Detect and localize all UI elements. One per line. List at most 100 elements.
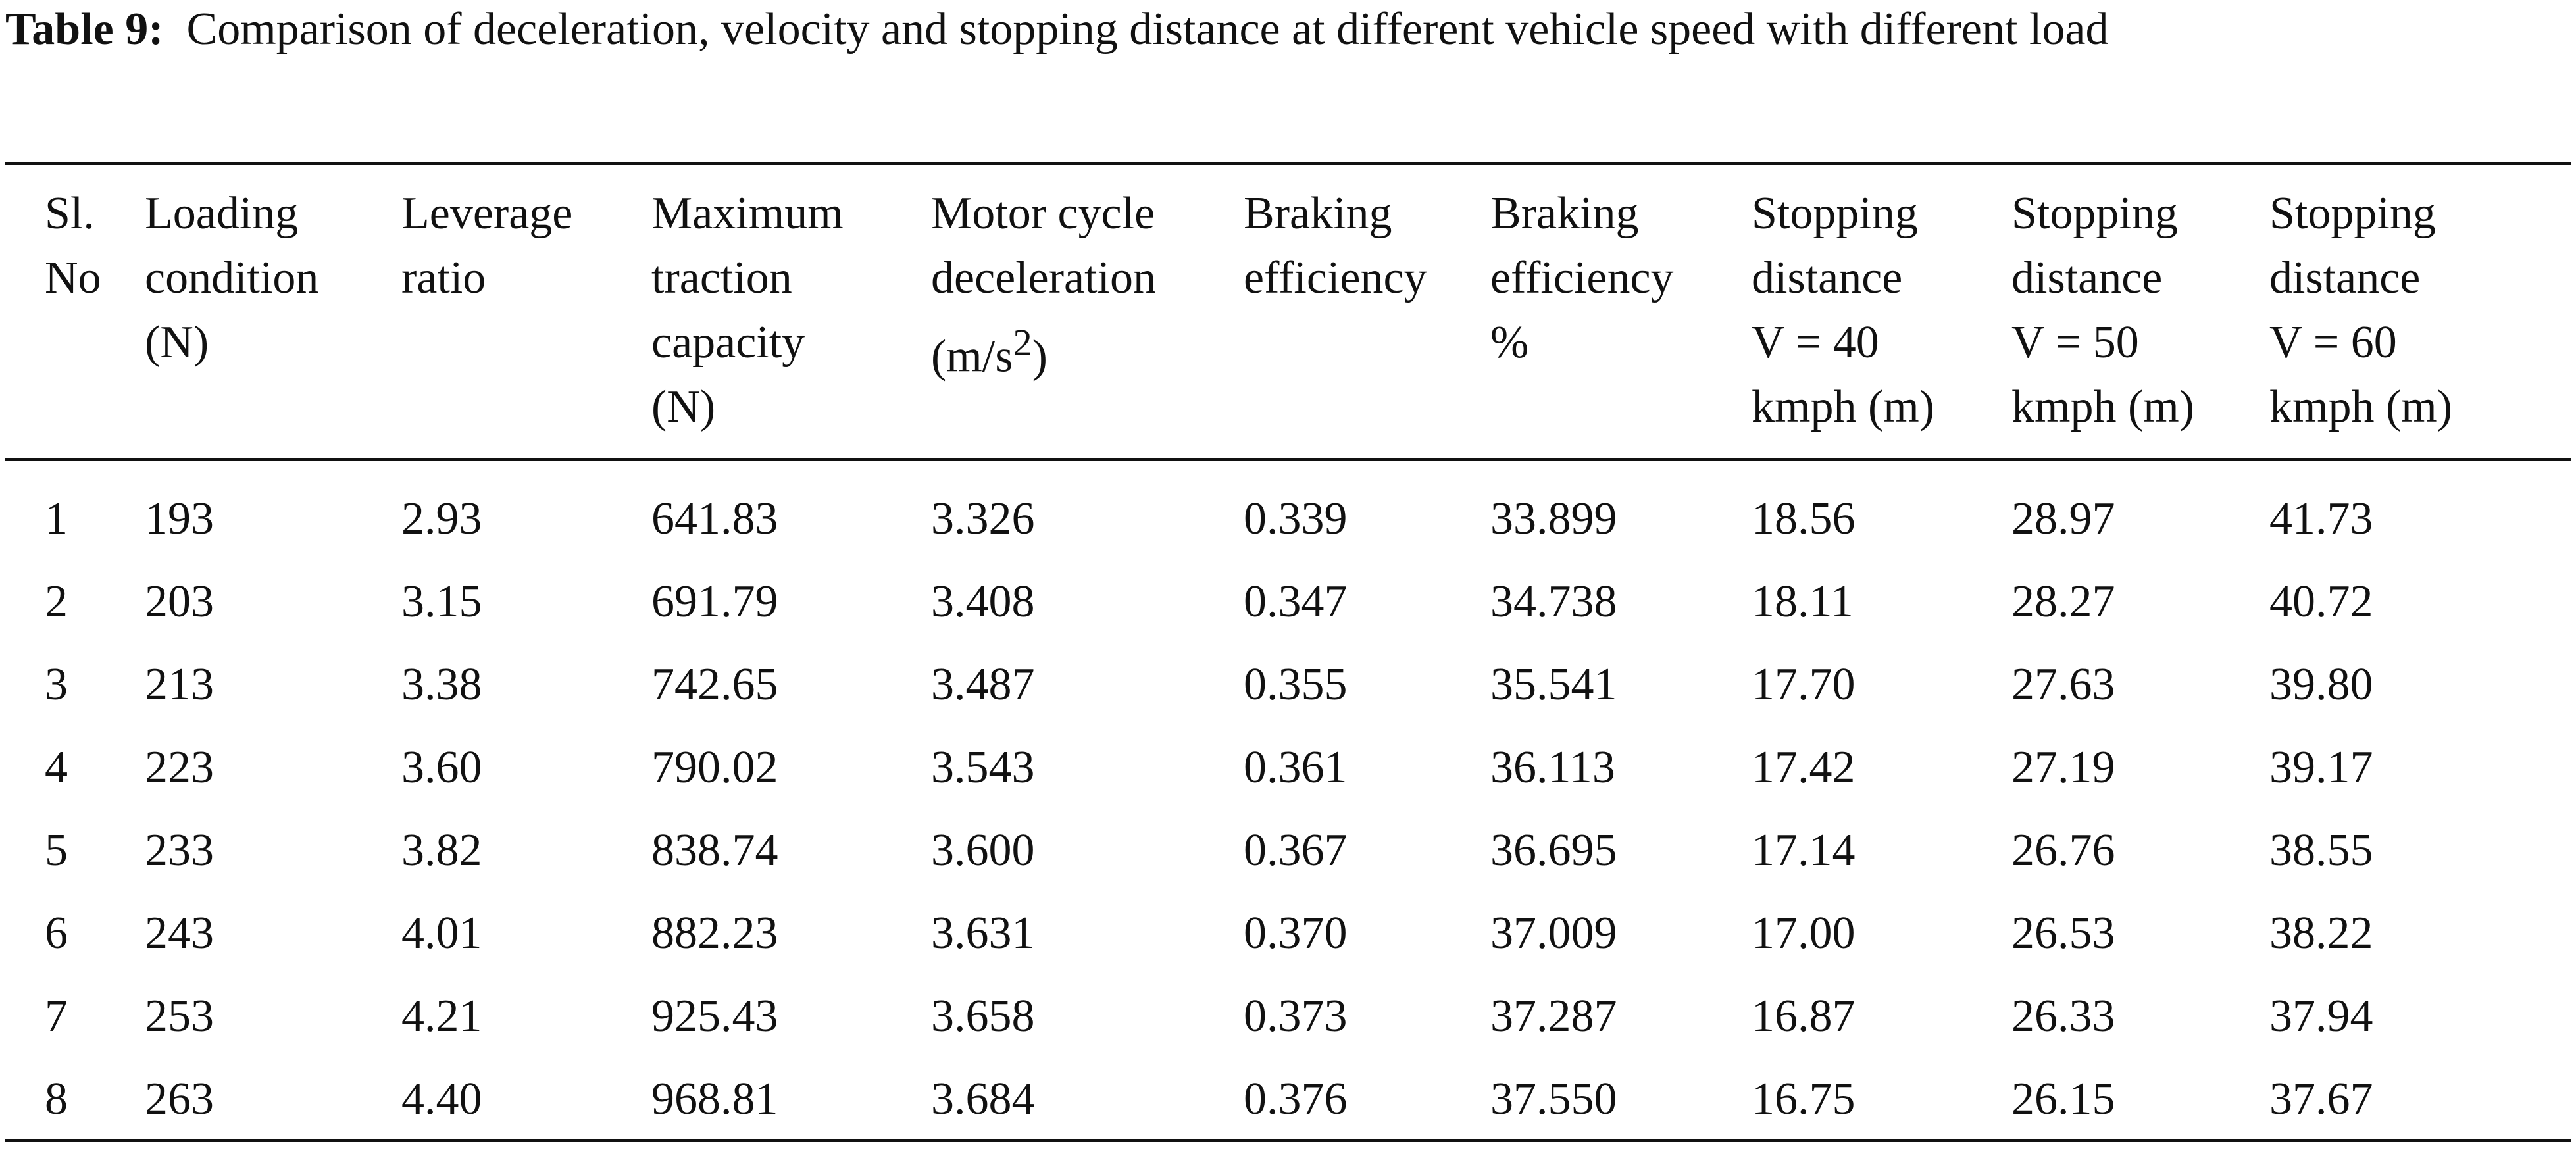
cell-loading: 233 [145,825,214,876]
caption-text: Comparison of deceleration, velocity and… [186,4,2109,55]
cell-traction: 641.83 [651,493,778,544]
cell-stop-60: 37.94 [2269,991,2373,1041]
cell-loading: 253 [145,991,214,1041]
table-row: 6 243 4.01 882.23 3.631 0.370 37.009 17.… [5,892,2571,975]
cell-sl-no: 7 [45,991,68,1041]
table-row: 4 223 3.60 790.02 3.543 0.361 36.113 17.… [5,726,2571,809]
table-top-rule [5,162,2571,165]
cell-leverage: 4.21 [401,991,482,1041]
cell-stop-50: 26.33 [2011,991,2115,1041]
cell-sl-no: 5 [45,825,68,876]
cell-efficiency: 0.355 [1244,659,1348,710]
cell-loading: 193 [145,493,214,544]
cell-deceleration: 3.631 [931,908,1035,959]
cell-stop-50: 27.19 [2011,742,2115,793]
cell-traction: 838.74 [651,825,778,876]
table-row: 1 193 2.93 641.83 3.326 0.339 33.899 18.… [5,458,2571,561]
cell-loading: 203 [145,576,214,627]
cell-efficiency-percent: 33.899 [1490,493,1617,544]
header-braking-efficiency: Braking efficiency [1244,188,1427,303]
data-table: Sl. No Loading condition (N) Leverage ra… [5,166,2571,1141]
cell-stop-50: 26.15 [2011,1074,2115,1124]
cell-loading: 223 [145,742,214,793]
cell-deceleration: 3.487 [931,659,1035,710]
cell-stop-60: 39.80 [2269,659,2373,710]
cell-stop-50: 28.97 [2011,493,2115,544]
cell-stop-40: 17.14 [1752,825,1856,876]
table-row: 7 253 4.21 925.43 3.658 0.373 37.287 16.… [5,975,2571,1058]
cell-efficiency: 0.373 [1244,991,1348,1041]
cell-efficiency-percent: 37.009 [1490,908,1617,959]
cell-efficiency: 0.367 [1244,825,1348,876]
cell-stop-40: 17.70 [1752,659,1856,710]
cell-loading: 243 [145,908,214,959]
cell-sl-no: 6 [45,908,68,959]
cell-stop-60: 38.55 [2269,825,2373,876]
cell-stop-60: 41.73 [2269,493,2373,544]
cell-stop-40: 18.11 [1752,576,1854,627]
cell-efficiency-percent: 37.287 [1490,991,1617,1041]
cell-efficiency-percent: 37.550 [1490,1074,1617,1124]
cell-efficiency-percent: 34.738 [1490,576,1617,627]
table-caption: Table 9: Comparison of deceleration, vel… [5,1,2571,58]
cell-leverage: 3.60 [401,742,482,793]
cell-stop-60: 37.67 [2269,1074,2373,1124]
cell-deceleration: 3.684 [931,1074,1035,1124]
header-stopping-distance-60: Stopping distance V = 60 kmph (m) [2269,188,2453,432]
cell-traction: 968.81 [651,1074,778,1124]
cell-efficiency-percent: 36.113 [1490,742,1615,793]
caption-label: Table 9: [5,4,164,55]
cell-efficiency-percent: 35.541 [1490,659,1617,710]
cell-deceleration: 3.326 [931,493,1035,544]
cell-leverage: 2.93 [401,493,482,544]
cell-efficiency: 0.376 [1244,1074,1348,1124]
table-bottom-rule [5,1139,2571,1142]
cell-efficiency-percent: 36.695 [1490,825,1617,876]
header-motorcycle-deceleration: Motor cycle deceleration (m/s2) [931,188,1157,382]
header-loading-condition: Loading condition (N) [145,188,319,368]
table-row: 5 233 3.82 838.74 3.600 0.367 36.695 17.… [5,809,2571,892]
header-braking-efficiency-percent: Braking efficiency % [1490,188,1674,368]
header-leverage-ratio: Leverage ratio [401,188,573,303]
cell-stop-50: 26.53 [2011,908,2115,959]
cell-traction: 925.43 [651,991,778,1041]
cell-sl-no: 2 [45,576,68,627]
cell-traction: 790.02 [651,742,778,793]
cell-deceleration: 3.408 [931,576,1035,627]
cell-leverage: 4.01 [401,908,482,959]
table-row: 3 213 3.38 742.65 3.487 0.355 35.541 17.… [5,643,2571,726]
cell-loading: 263 [145,1074,214,1124]
cell-stop-40: 17.00 [1752,908,1856,959]
cell-stop-50: 26.76 [2011,825,2115,876]
table-row: 2 203 3.15 691.79 3.408 0.347 34.738 18.… [5,561,2571,643]
cell-sl-no: 8 [45,1074,68,1124]
cell-traction: 691.79 [651,576,778,627]
header-stopping-distance-50: Stopping distance V = 50 kmph (m) [2011,188,2195,432]
cell-deceleration: 3.600 [931,825,1035,876]
cell-leverage: 3.38 [401,659,482,710]
cell-stop-50: 28.27 [2011,576,2115,627]
cell-stop-60: 38.22 [2269,908,2373,959]
cell-leverage: 3.15 [401,576,482,627]
cell-sl-no: 1 [45,493,68,544]
cell-efficiency: 0.370 [1244,908,1348,959]
cell-leverage: 3.82 [401,825,482,876]
cell-loading: 213 [145,659,214,710]
header-stopping-distance-40: Stopping distance V = 40 kmph (m) [1752,188,1935,432]
cell-deceleration: 3.658 [931,991,1035,1041]
cell-stop-40: 16.75 [1752,1074,1856,1124]
cell-traction: 742.65 [651,659,778,710]
table-row: 8 263 4.40 968.81 3.684 0.376 37.550 16.… [5,1058,2571,1141]
cell-stop-40: 18.56 [1752,493,1856,544]
cell-deceleration: 3.543 [931,742,1035,793]
cell-stop-40: 16.87 [1752,991,1856,1041]
cell-sl-no: 3 [45,659,68,710]
header-max-traction-capacity: Maximum traction capacity (N) [651,188,844,432]
header-sl-no: Sl. No [45,188,101,303]
header-row: Sl. No Loading condition (N) Leverage ra… [5,166,2571,458]
cell-stop-60: 40.72 [2269,576,2373,627]
cell-efficiency: 0.361 [1244,742,1348,793]
cell-stop-50: 27.63 [2011,659,2115,710]
cell-stop-60: 39.17 [2269,742,2373,793]
table-header-rule [5,458,2571,461]
